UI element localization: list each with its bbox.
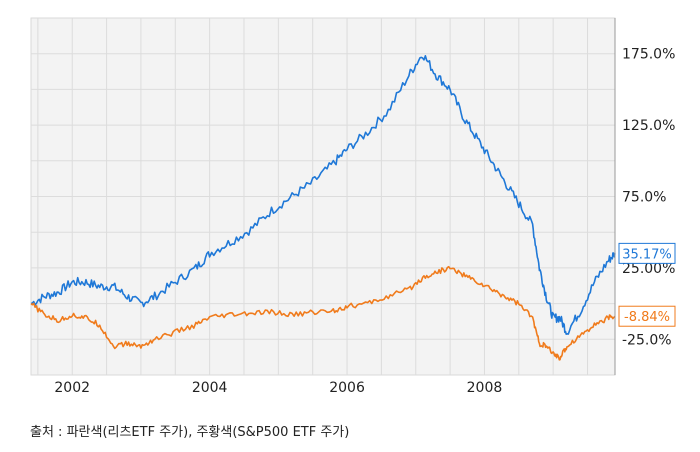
source-note: 출처 : 파란색(리츠ETF 주가), 주황색(S&P500 ETF 주가) — [30, 425, 350, 440]
x-tick-label: 2006 — [329, 380, 365, 396]
x-tick-labels: 2002 2004 2006 2008 — [54, 380, 502, 396]
end-value-labels: 35.17% -8.84% — [618, 242, 676, 327]
y-tick-label: 25.00% — [622, 261, 675, 277]
y-tick-label: 125.0% — [622, 118, 675, 134]
x-tick-label: 2002 — [54, 380, 90, 396]
x-tick-label: 2008 — [467, 380, 503, 396]
end-label-box — [618, 305, 676, 327]
y-tick-label: 75.0% — [622, 190, 666, 206]
y-tick-label: -25.0% — [622, 332, 672, 348]
end-label-text: -8.84% — [624, 310, 670, 325]
end-label-2: -8.84% — [618, 305, 676, 327]
series-lines — [30, 54, 616, 361]
series-line-2 — [30, 265, 616, 361]
y-gridlines — [31, 53, 615, 340]
x-tick-label: 2004 — [192, 380, 228, 396]
end-label-1: 35.17% — [618, 242, 676, 264]
y-tick-label: 175.0% — [622, 47, 675, 63]
end-label-box — [618, 242, 676, 264]
series-line-1 — [30, 54, 616, 336]
end-label-text: 35.17% — [622, 247, 672, 262]
y-tick-labels: 175.0% 125.0% 75.0% 25.00% -25.0% — [622, 47, 675, 349]
